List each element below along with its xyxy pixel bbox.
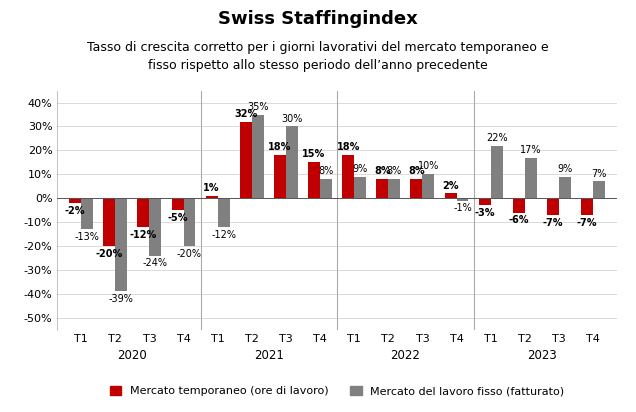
Text: -13%: -13% — [74, 232, 100, 242]
Text: 35%: 35% — [247, 102, 268, 112]
Text: 30%: 30% — [281, 114, 303, 124]
Bar — [377, 179, 388, 198]
Bar — [184, 198, 195, 246]
Bar — [422, 174, 434, 198]
Text: -5%: -5% — [167, 213, 188, 223]
Text: 10%: 10% — [418, 162, 439, 171]
Text: -24%: -24% — [143, 258, 168, 268]
Text: 15%: 15% — [303, 150, 326, 159]
Text: 8%: 8% — [319, 166, 334, 176]
Bar — [445, 193, 457, 198]
Text: -2%: -2% — [65, 206, 85, 216]
Text: 17%: 17% — [520, 145, 541, 154]
Bar — [320, 179, 332, 198]
Text: -12%: -12% — [130, 230, 157, 240]
Text: -20%: -20% — [95, 249, 123, 259]
Text: 2%: 2% — [442, 180, 459, 190]
Bar — [274, 155, 286, 198]
Text: 9%: 9% — [557, 164, 572, 174]
Text: -39%: -39% — [109, 294, 134, 304]
Text: 1%: 1% — [204, 183, 220, 193]
Text: 8%: 8% — [374, 166, 391, 176]
Bar — [149, 198, 162, 255]
Bar — [354, 177, 366, 198]
Text: -20%: -20% — [177, 249, 202, 259]
Bar — [69, 198, 81, 203]
Bar — [388, 179, 400, 198]
Text: 2022: 2022 — [391, 349, 420, 362]
Bar — [457, 198, 469, 201]
Bar — [172, 198, 184, 210]
Text: -6%: -6% — [509, 215, 529, 225]
Text: 7%: 7% — [591, 169, 607, 178]
Text: -7%: -7% — [543, 218, 563, 228]
Bar — [479, 198, 490, 205]
Bar — [525, 157, 537, 198]
Text: 8%: 8% — [387, 166, 402, 176]
Bar — [490, 145, 502, 198]
Bar — [547, 198, 559, 215]
Bar — [308, 162, 320, 198]
Text: 2020: 2020 — [118, 349, 147, 362]
Text: 2021: 2021 — [254, 349, 284, 362]
Bar — [103, 198, 115, 246]
Text: 2023: 2023 — [527, 349, 556, 362]
Bar — [137, 198, 149, 227]
Bar — [205, 196, 218, 198]
Text: 9%: 9% — [352, 164, 368, 174]
Text: Tasso di crescita corretto per i giorni lavorativi del mercato temporaneo e
fiss: Tasso di crescita corretto per i giorni … — [87, 41, 549, 72]
Text: Swiss Staffingindex: Swiss Staffingindex — [218, 10, 418, 28]
Text: -7%: -7% — [577, 218, 597, 228]
Bar — [513, 198, 525, 213]
Bar — [218, 198, 230, 227]
Text: 8%: 8% — [408, 166, 425, 176]
Bar — [252, 115, 264, 198]
Bar — [240, 122, 252, 198]
Text: -1%: -1% — [453, 204, 472, 213]
Bar — [81, 198, 93, 229]
Text: -12%: -12% — [211, 230, 236, 240]
Legend: Mercato temporaneo (ore di lavoro), Mercato del lavoro fisso (fatturato): Mercato temporaneo (ore di lavoro), Merc… — [105, 381, 569, 400]
Bar — [342, 155, 354, 198]
Bar — [410, 179, 422, 198]
Bar — [115, 198, 127, 291]
Bar — [593, 181, 605, 198]
Bar — [581, 198, 593, 215]
Text: 22%: 22% — [486, 133, 508, 143]
Text: 32%: 32% — [234, 109, 258, 119]
Bar — [559, 177, 571, 198]
Bar — [286, 126, 298, 198]
Text: 18%: 18% — [336, 142, 360, 152]
Text: -3%: -3% — [474, 208, 495, 218]
Text: 18%: 18% — [268, 142, 291, 152]
